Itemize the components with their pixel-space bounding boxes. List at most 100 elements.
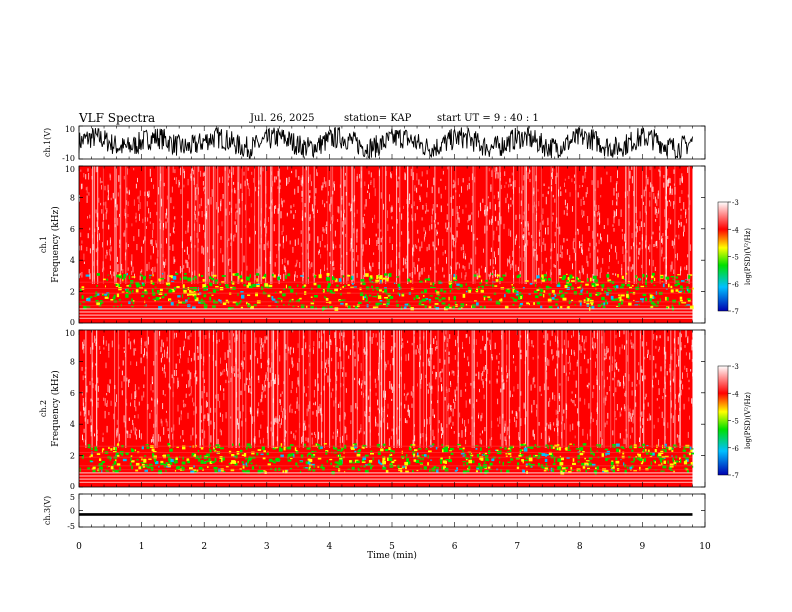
speckle-mark [105, 201, 107, 210]
band-mark [565, 469, 567, 472]
speckle-mark [370, 180, 372, 183]
speckle-mark [446, 389, 448, 393]
speckle-mark [185, 230, 187, 234]
speckle-mark [534, 384, 536, 388]
band-mark [616, 305, 620, 307]
band-mark [670, 276, 675, 278]
speckle-mark [588, 403, 590, 409]
speckle-mark [164, 394, 166, 397]
band-mark [197, 293, 200, 296]
band-mark [115, 447, 117, 452]
band-mark [445, 448, 449, 452]
band-mark [323, 288, 325, 293]
speckle-mark [215, 360, 217, 367]
band-mark [445, 305, 450, 310]
speckle-mark [84, 371, 86, 374]
speckle-mark [440, 371, 442, 374]
speckle-mark [551, 172, 552, 177]
streak-mark [208, 166, 210, 284]
speckle-mark [161, 353, 163, 359]
speckle-mark [261, 384, 263, 391]
band-mark [454, 301, 457, 304]
speckle-mark [367, 396, 369, 401]
speckle-mark [498, 365, 500, 370]
band-mark [441, 448, 444, 451]
speckle-mark [554, 198, 556, 203]
band-mark [382, 464, 384, 469]
band-mark [274, 447, 278, 449]
speckle-mark [203, 247, 205, 255]
band-mark [533, 290, 538, 294]
streak-mark [521, 166, 523, 284]
band-mark [165, 469, 167, 473]
speckle-mark [165, 418, 167, 423]
speckle-mark [671, 188, 673, 195]
band-mark [246, 443, 251, 448]
band-mark [626, 284, 631, 287]
speckle-mark [237, 407, 239, 411]
band-mark [96, 453, 101, 455]
speckle-mark [470, 382, 472, 386]
speckle-mark [569, 192, 571, 197]
speckle-mark [364, 347, 365, 355]
speckle-mark [158, 331, 160, 340]
streak-mark [519, 330, 521, 448]
speckle-mark [691, 359, 693, 362]
speckle-mark [108, 224, 110, 230]
speckle-mark [368, 170, 370, 175]
speckle-mark [116, 256, 118, 262]
speckle-mark [132, 266, 134, 273]
speckle-mark [97, 385, 99, 392]
band-mark [547, 465, 549, 467]
band-mark [571, 469, 574, 471]
band-mark [329, 290, 333, 294]
speckle-mark [79, 272, 81, 276]
speckle-mark [284, 266, 286, 272]
speckle-mark [292, 363, 294, 367]
speckle-mark [386, 274, 388, 281]
speckle-mark [296, 259, 298, 264]
speckle-mark [196, 183, 198, 189]
band-mark [478, 462, 481, 467]
speckle-mark [322, 227, 324, 232]
band-mark [211, 461, 215, 464]
speckle-mark [383, 203, 384, 210]
speckle-mark [509, 255, 511, 264]
band-mark [285, 284, 287, 289]
band-mark [586, 302, 590, 305]
speckle-mark [580, 346, 582, 353]
speckle-mark [510, 184, 512, 187]
speckle-mark [642, 428, 644, 433]
band-mark [645, 468, 649, 471]
speckle-mark [360, 383, 362, 389]
speckle-mark [94, 228, 96, 232]
speckle-mark [180, 410, 182, 415]
streak-mark [603, 330, 605, 448]
band-mark [150, 445, 154, 448]
speckle-mark [615, 273, 617, 276]
speckle-mark [280, 405, 282, 412]
speckle-mark [122, 360, 124, 366]
ch1-spectrogram-ylabel-channel: ch.1 [39, 236, 48, 253]
speckle-mark [81, 245, 83, 251]
band-mark [556, 447, 559, 450]
band-mark [459, 448, 463, 450]
speckle-mark [432, 241, 434, 247]
streak-mark [329, 330, 331, 448]
speckle-mark [426, 418, 428, 425]
speckle-mark [452, 240, 454, 246]
speckle-mark [434, 335, 436, 339]
band-mark [520, 296, 522, 299]
speckle-mark [202, 172, 204, 177]
speckle-mark [475, 246, 477, 255]
speckle-mark [268, 206, 270, 210]
speckle-mark [598, 205, 600, 210]
speckle-mark [486, 225, 488, 231]
streak-mark [227, 166, 229, 284]
band-mark [283, 446, 286, 451]
speckle-mark [506, 365, 507, 373]
speckle-mark [382, 418, 384, 423]
speckle-mark [173, 424, 175, 431]
speckle-mark [226, 370, 228, 377]
speckle-mark [523, 211, 525, 215]
